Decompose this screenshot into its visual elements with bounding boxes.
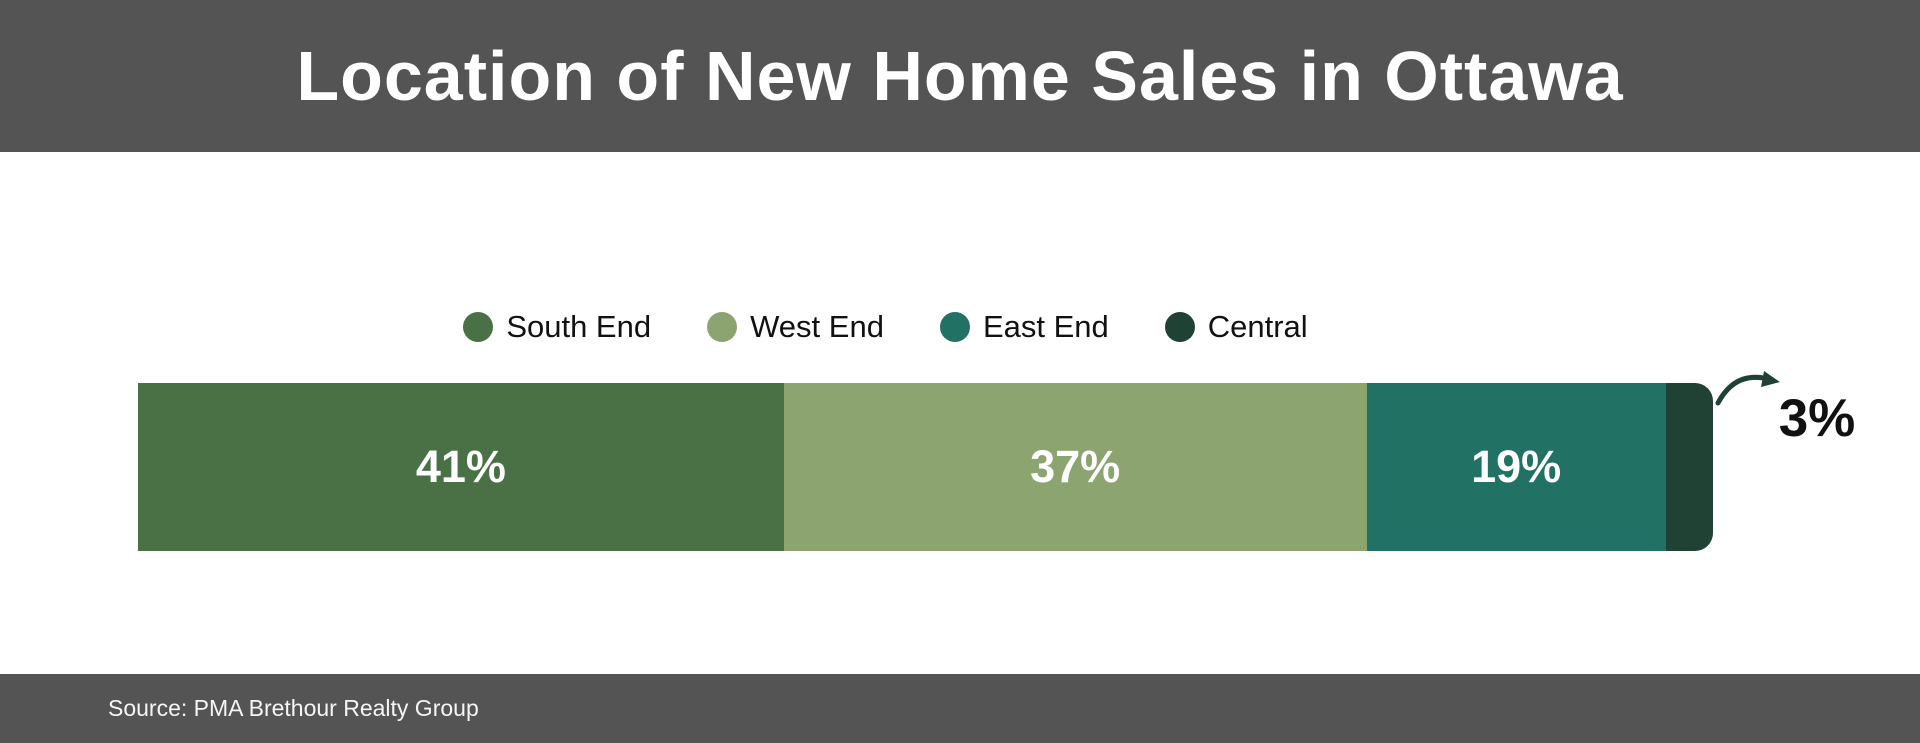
source-bar: Source: PMA Brethour Realty Group xyxy=(0,674,1920,743)
source-text: Source: PMA Brethour Realty Group xyxy=(108,695,479,721)
legend: South End West End East End Central xyxy=(138,308,1713,346)
title-bar: Location of New Home Sales in Ottawa xyxy=(0,0,1920,152)
annotation-arrow-head xyxy=(1761,371,1780,387)
legend-label: Central xyxy=(1207,309,1308,344)
legend-item-central: Central xyxy=(1164,309,1308,345)
bar-segment-value-label: 19% xyxy=(1471,441,1562,492)
bar-segment-value-label: 37% xyxy=(1030,441,1121,492)
legend-item-east-end: East End xyxy=(939,309,1109,345)
bar-segment-central xyxy=(1665,383,1713,551)
legend-item-west-end: West End xyxy=(707,309,884,345)
legend-swatch-west-end-icon xyxy=(707,312,738,342)
legend-label: East End xyxy=(982,309,1109,344)
annotation-callout: 3% xyxy=(1778,389,1856,448)
stacked-bar: 41% 37% 19% xyxy=(138,383,1713,551)
bar-segment-value-label: 41% xyxy=(415,441,506,492)
legend-label: West End xyxy=(750,309,884,344)
bar-segment-east-end: 19% xyxy=(1366,383,1666,551)
page-title: Location of New Home Sales in Ottawa xyxy=(296,37,1624,115)
bar-segment-south-end: 41% xyxy=(138,383,784,551)
annotation-arrow-icon xyxy=(1715,371,1780,406)
legend-label: South End xyxy=(506,309,652,344)
legend-swatch-east-end-icon xyxy=(939,312,970,342)
legend-item-south-end: South End xyxy=(463,309,651,345)
legend-swatch-central-icon xyxy=(1164,312,1195,342)
bar-segment-west-end: 37% xyxy=(783,383,1367,551)
legend-swatch-south-end-icon xyxy=(463,312,494,342)
